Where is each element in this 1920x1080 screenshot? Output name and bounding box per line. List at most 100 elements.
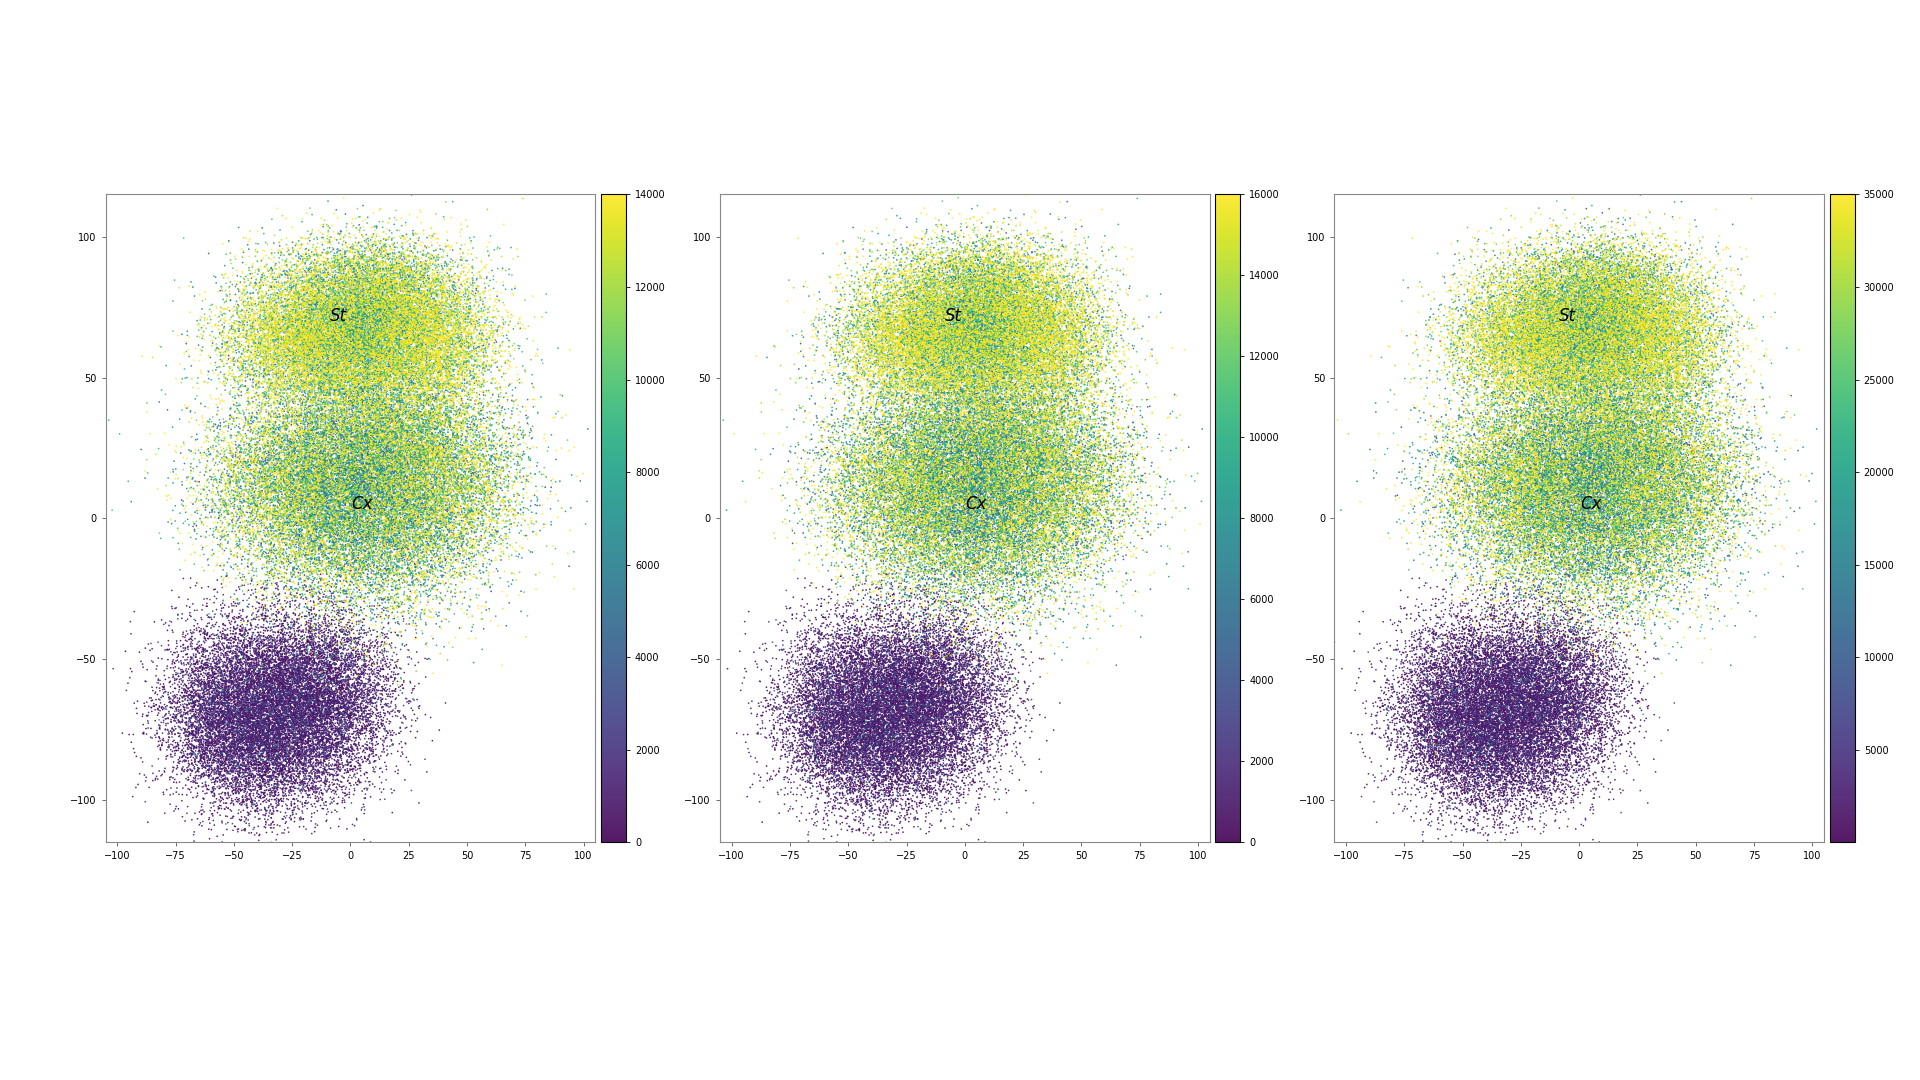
Point [300,467,330,484]
Point [877,689,908,706]
Point [828,607,858,624]
Point [1603,517,1634,535]
Point [1450,770,1480,787]
Point [1434,663,1465,680]
Point [920,473,950,490]
Point [1649,528,1680,545]
Point [298,582,328,599]
Point [1597,448,1628,465]
Point [361,436,392,454]
Point [950,489,981,507]
Point [1050,350,1081,367]
Point [1693,440,1724,457]
Point [1548,632,1578,649]
Point [879,525,910,542]
Point [1448,759,1478,777]
Point [276,705,307,723]
Point [1023,430,1054,447]
Point [1692,516,1722,534]
Point [288,341,319,359]
Point [1594,340,1624,357]
Point [326,663,357,680]
Point [263,465,294,483]
Point [1682,329,1713,347]
Point [933,268,964,285]
Point [273,469,303,486]
Point [286,462,317,480]
Point [1507,509,1538,526]
Point [286,688,317,705]
Point [968,333,998,350]
Point [1039,435,1069,453]
Point [925,508,956,525]
Point [1674,387,1705,404]
Point [1488,322,1519,339]
Point [1444,676,1475,693]
Point [338,440,369,457]
Point [1628,348,1659,365]
Point [1415,515,1446,532]
Point [1619,451,1649,469]
Point [1444,255,1475,272]
Point [1041,620,1071,637]
Point [202,437,232,455]
Point [1586,745,1617,762]
Point [1473,635,1503,652]
Point [1500,345,1530,362]
Point [1574,397,1605,415]
Point [413,527,444,544]
Point [1576,455,1607,472]
Point [1578,642,1609,659]
Point [1012,380,1043,397]
Point [831,762,862,780]
Point [1453,708,1484,726]
Point [184,692,215,710]
Point [1594,279,1624,296]
Point [1688,538,1718,555]
Point [801,801,831,819]
Point [434,551,465,568]
Point [1521,457,1551,474]
Point [1601,449,1632,467]
Point [288,245,319,262]
Point [323,271,353,288]
Point [922,346,952,363]
Point [432,505,463,523]
Point [180,517,211,535]
Point [906,400,937,417]
Point [357,364,388,381]
Point [943,326,973,343]
Point [1461,663,1492,680]
Point [1553,352,1584,369]
Point [252,468,282,485]
Point [1657,333,1688,350]
Point [947,311,977,328]
Point [1106,440,1137,457]
Point [1077,468,1108,485]
Point [1509,286,1540,303]
Point [1548,334,1578,351]
Point [1576,707,1607,725]
Point [883,630,914,647]
Point [1467,720,1498,738]
Point [964,546,995,564]
Point [1043,535,1073,552]
Point [1463,366,1494,383]
Point [296,680,326,698]
Point [1596,393,1626,410]
Point [351,392,382,409]
Point [1628,481,1659,498]
Point [1488,755,1519,772]
Point [217,447,248,464]
Point [987,340,1018,357]
Point [939,341,970,359]
Point [390,595,420,612]
Point [346,449,376,467]
Point [1680,492,1711,510]
Point [321,517,351,535]
Point [948,481,979,498]
Point [1480,688,1511,705]
Point [294,744,324,761]
Point [286,457,317,474]
Point [204,718,234,735]
